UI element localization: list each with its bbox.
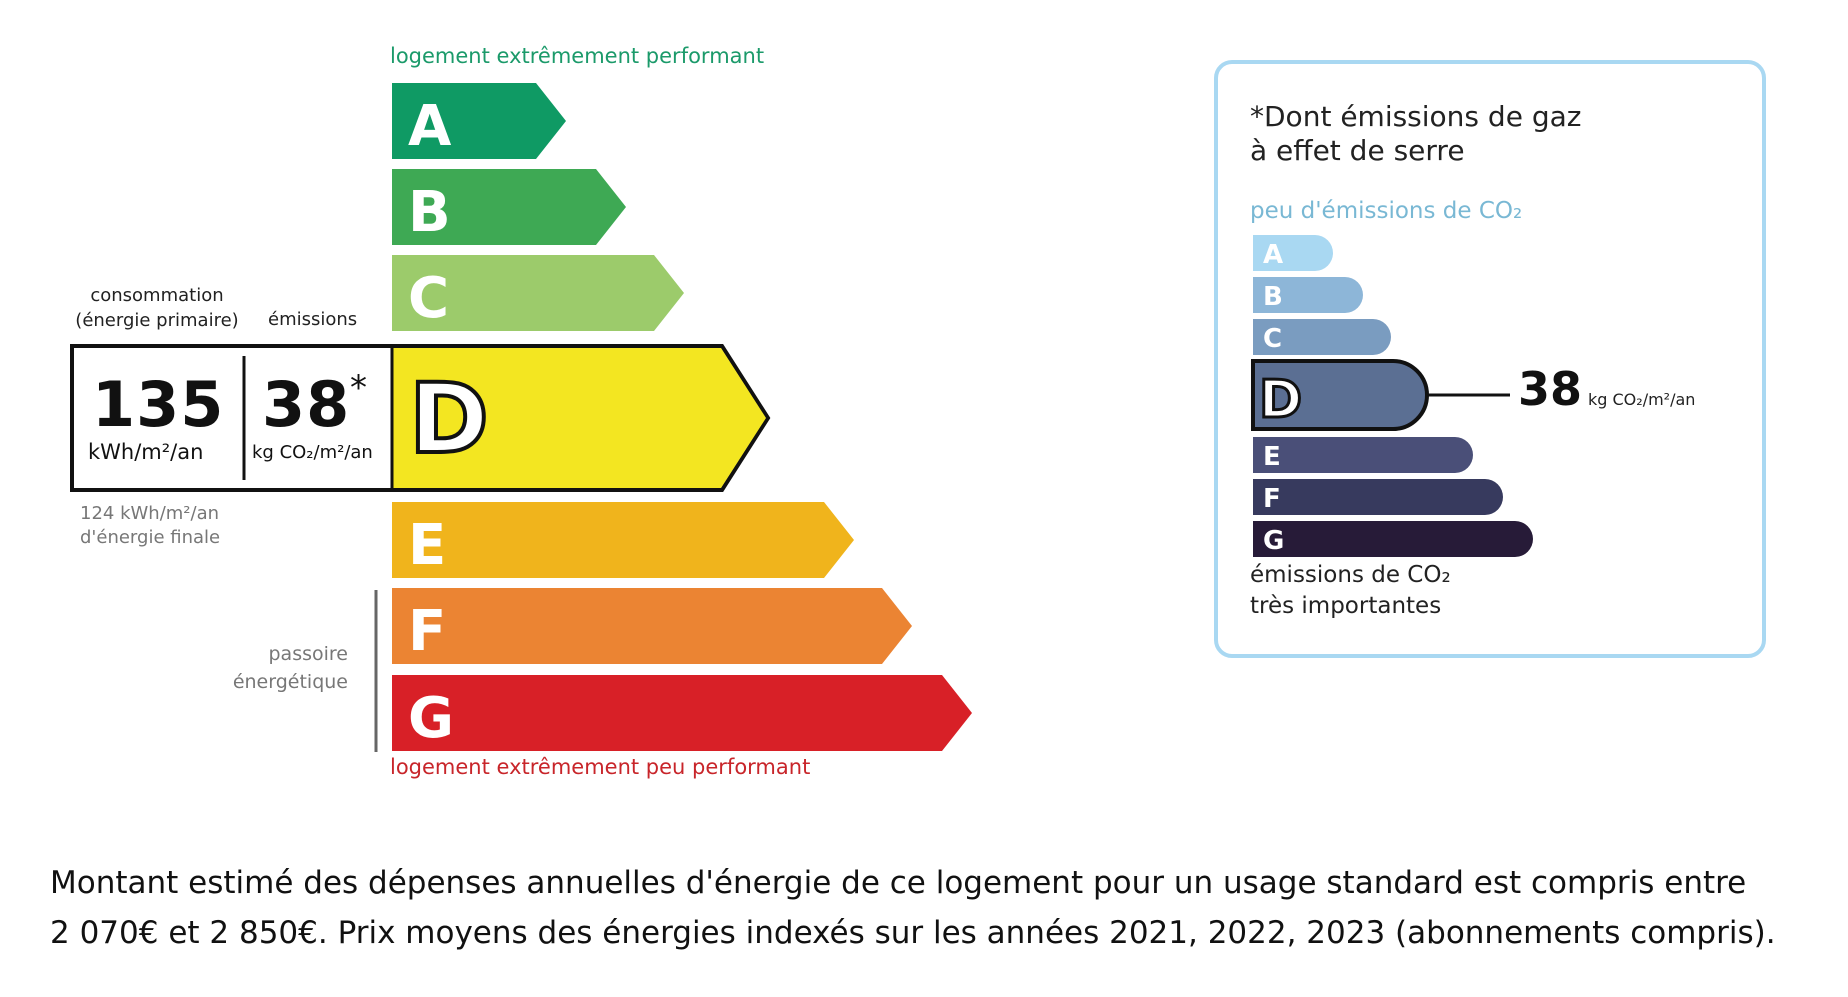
- energy-letter-c: C: [408, 266, 449, 331]
- final-energy-line1: 124 kWh/m²/an: [80, 503, 220, 524]
- footer-line1: Montant estimé des dépenses annuelles d'…: [50, 865, 1747, 901]
- ges-letter-d: D: [1259, 370, 1302, 430]
- ges-bottom-line1: émissions de CO₂: [1250, 562, 1451, 588]
- final-energy-note: 124 kWh/m²/an d'énergie finale: [80, 502, 220, 550]
- ges-title-line2: à effet de serre: [1250, 134, 1465, 167]
- ges-letter-c: C: [1263, 324, 1282, 354]
- energy-top-label: logement extrêmement performant: [390, 44, 765, 68]
- footer-text: Montant estimé des dépenses annuelles d'…: [50, 858, 1776, 958]
- ges-bar-f: [1253, 479, 1503, 515]
- energy-bar-c: [392, 255, 684, 331]
- final-energy-line2: d'énergie finale: [80, 527, 221, 548]
- energy-bottom-label: logement extrêmement peu performant: [390, 755, 811, 779]
- passoire-line2: énergétique: [232, 671, 348, 693]
- ges-bar-e: [1253, 437, 1473, 473]
- energy-letter-d: D: [409, 363, 489, 475]
- emissions-label: émissions: [268, 309, 358, 330]
- energy-letter-b: B: [408, 180, 451, 245]
- energy-bar-g: [392, 675, 972, 751]
- ges-bar-g: [1253, 521, 1533, 557]
- ges-bottom-line2: très importantes: [1250, 593, 1442, 619]
- passoire-label: passoire énergétique: [200, 640, 348, 696]
- consumption-unit: kWh/m²/an: [88, 440, 204, 464]
- energy-letter-e: E: [408, 513, 446, 578]
- consumption-label: consommation (énergie primaire): [75, 285, 239, 331]
- footer-line2: 2 070€ et 2 850€. Prix moyens des énergi…: [50, 915, 1776, 951]
- energy-bar-b: [392, 169, 626, 245]
- ges-top-label: peu d'émissions de CO₂: [1250, 198, 1523, 224]
- energy-bar-f: [392, 588, 912, 664]
- ges-frame: [1214, 60, 1766, 658]
- ges-unit: kg CO₂/m²/an: [1588, 390, 1696, 409]
- energy-letter-g: G: [408, 686, 454, 751]
- energy-bar-d: [392, 348, 766, 488]
- passoire-line1: passoire: [268, 643, 349, 665]
- ges-title-line1: *Dont émissions de gaz: [1250, 100, 1582, 133]
- ges-letter-b: B: [1263, 282, 1283, 312]
- energy-letter-f: F: [408, 599, 446, 664]
- ges-letter-f: F: [1263, 484, 1281, 514]
- energy-letter-a: A: [408, 94, 452, 159]
- ges-bar-a: [1253, 235, 1333, 271]
- emissions-value: 38: [262, 368, 351, 441]
- ges-letter-a: A: [1263, 240, 1283, 270]
- ges-bottom-label: émissions de CO₂ très importantes: [1250, 560, 1451, 622]
- energy-bar-a: [392, 83, 566, 159]
- ges-bar-c: [1253, 319, 1391, 355]
- ges-bar-b: [1253, 277, 1363, 313]
- energy-bar-e: [392, 502, 854, 578]
- emissions-star: *: [350, 368, 367, 408]
- emissions-unit: kg CO₂/m²/an: [252, 442, 373, 463]
- ges-bar-d: [1251, 359, 1429, 431]
- ges-letter-g: G: [1263, 526, 1284, 556]
- ges-letter-e: E: [1263, 442, 1281, 472]
- ges-value: 38: [1518, 362, 1583, 416]
- ges-title: *Dont émissions de gaz à effet de serre: [1250, 100, 1581, 168]
- consumption-value: 135: [92, 368, 225, 441]
